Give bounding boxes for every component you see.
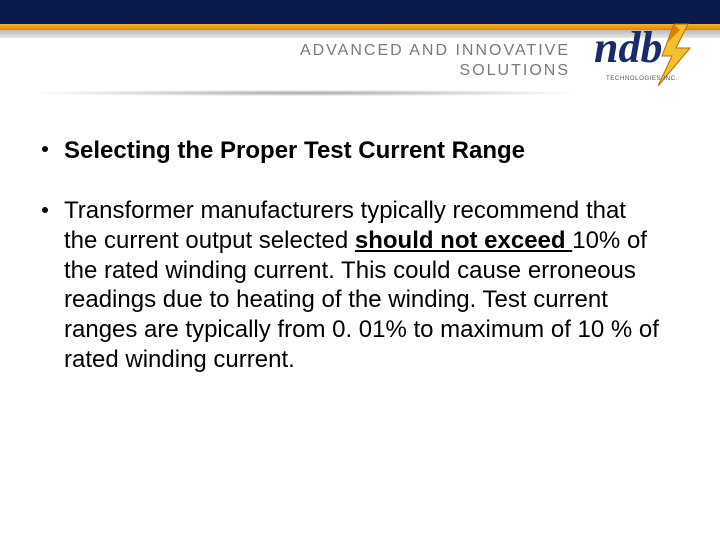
slide-body: Transformer manufacturers typically reco… (64, 196, 660, 375)
body-emphasis: should not exceed (355, 227, 572, 254)
tagline-line-1: ADVANCED AND INNOVATIVE (200, 42, 570, 60)
logo-svg: ndb TECHNOLOGIES INC. (592, 20, 702, 98)
company-logo: ndb TECHNOLOGIES INC. (592, 20, 702, 98)
bullet-dot-icon (42, 146, 48, 152)
slide-heading: Selecting the Proper Test Current Range (64, 135, 525, 166)
tagline: ADVANCED AND INNOVATIVE SOLUTIONS (200, 42, 570, 80)
bullet-heading: Selecting the Proper Test Current Range (42, 135, 660, 166)
svg-text:TECHNOLOGIES INC.: TECHNOLOGIES INC. (606, 75, 678, 82)
bullet-body: Transformer manufacturers typically reco… (42, 196, 660, 375)
tagline-line-2: SOLUTIONS (200, 62, 570, 80)
header-shadow (40, 90, 570, 96)
slide-content: Selecting the Proper Test Current Range … (42, 135, 660, 405)
bullet-dot-icon (42, 207, 48, 213)
svg-text:ndb: ndb (594, 23, 662, 72)
